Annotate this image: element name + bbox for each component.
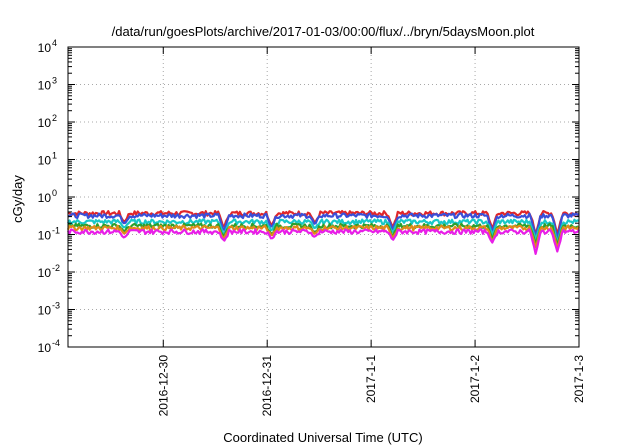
y-tick-exponent: -3 <box>52 301 60 311</box>
grid-layer <box>68 47 579 347</box>
y-axis-label: cGy/day <box>10 175 25 223</box>
y-tick-exponent: 2 <box>52 113 57 123</box>
y-tick-exponent: 1 <box>52 151 57 161</box>
y-tick-exponent: 3 <box>52 76 57 86</box>
y-tick-exponent: -2 <box>52 263 60 273</box>
y-tick-label: 10 <box>38 41 52 55</box>
x-axis-label: Coordinated Universal Time (UTC) <box>223 430 422 445</box>
data-series-line <box>66 224 580 250</box>
y-tick-exponent: 0 <box>52 188 57 198</box>
y-tick-exponent: -4 <box>52 338 60 348</box>
data-series-line <box>67 212 580 240</box>
y-tick-label: 10 <box>38 154 52 168</box>
x-tick-label: 2017-1-1 <box>364 355 378 403</box>
y-tick-exponent: 4 <box>52 38 57 48</box>
chart-title: /data/run/goesPlots/archive/2017-01-03/0… <box>112 24 535 39</box>
y-tick-exponent: -1 <box>52 226 60 236</box>
y-tick-label: 10 <box>38 229 52 243</box>
series-layer <box>66 210 580 255</box>
y-tick-label: 10 <box>38 341 52 355</box>
y-tick-label: 10 <box>38 266 52 280</box>
x-tick-label: 2017-1-3 <box>572 355 586 403</box>
x-tick-label: 2017-1-2 <box>468 355 482 403</box>
y-tick-label: 10 <box>38 304 52 318</box>
y-tick-label: 10 <box>38 79 52 93</box>
y-tick-label: 10 <box>38 116 52 130</box>
data-series-line <box>67 228 580 255</box>
y-tick-label: 10 <box>38 191 52 205</box>
x-tick-label: 2016-12-30 <box>156 355 170 417</box>
x-tick-label: 2016-12-31 <box>260 355 274 417</box>
